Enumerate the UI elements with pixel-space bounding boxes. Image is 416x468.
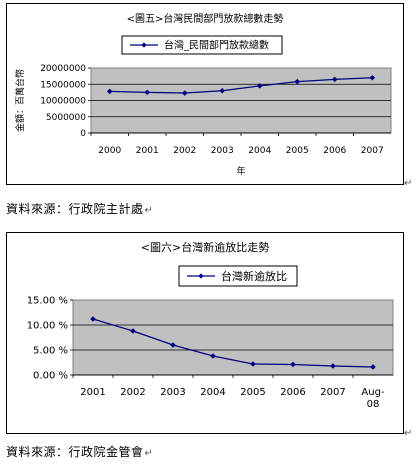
legend-marker xyxy=(198,273,204,279)
data-point xyxy=(181,90,188,96)
data-point xyxy=(369,74,376,81)
x-tick-label: 2003 xyxy=(160,387,185,398)
chart-title: <圖五>台灣民間部門放款總數走勢 xyxy=(127,12,284,25)
data-point xyxy=(330,363,336,369)
y-tick-label: 5.00 % xyxy=(33,346,68,357)
paragraph-mark: ↵ xyxy=(404,428,413,439)
y-axis-title: 金額：百萬台幣 xyxy=(14,69,26,132)
data-point xyxy=(370,364,376,370)
y-tick-label: 15000000 xyxy=(40,80,86,90)
source-note-1: 資料來源：行政院主計處↵ xyxy=(6,200,153,217)
paragraph-mark: ↵ xyxy=(144,205,154,216)
paragraph-mark: ↵ xyxy=(144,448,154,459)
x-tick-label: 2004 xyxy=(248,146,271,156)
x-tick-label: 2004 xyxy=(200,387,225,398)
chart-1: <圖五>台灣民間部門放款總數走勢台灣_民間部門放款總數 0 5000000 10000… xyxy=(6,3,404,185)
data-point xyxy=(294,78,301,85)
x-tick-label: 2005 xyxy=(240,387,265,398)
x-tick-label: 2006 xyxy=(280,387,305,398)
x-tick-label: 2000 xyxy=(98,146,121,156)
data-point xyxy=(106,88,113,95)
legend-label: 台灣新逾放比 xyxy=(221,269,287,283)
data-point xyxy=(90,316,96,322)
source-text-2: 資料來源：行政院金管會 xyxy=(6,445,144,459)
data-point xyxy=(144,89,151,96)
source-text-1: 資料來源：行政院主計處 xyxy=(6,202,144,216)
x-tick-label: 2001 xyxy=(80,387,105,398)
y-tick-label: 0 xyxy=(80,129,86,139)
legend-box xyxy=(178,265,298,287)
x-axis-title: 年 xyxy=(236,165,245,177)
x-tick-label: 2007 xyxy=(320,387,345,398)
data-point xyxy=(250,361,256,367)
x-tick-label: 2002 xyxy=(173,146,196,156)
data-point xyxy=(331,76,338,83)
data-point xyxy=(256,83,263,89)
source-note-2: 資料來源：行政院金管會↵ xyxy=(6,443,153,460)
y-tick-label: 15.00 % xyxy=(27,296,68,307)
paragraph-mark: ↵ xyxy=(404,178,413,189)
data-point xyxy=(219,87,226,94)
legend-marker xyxy=(141,42,147,48)
data-point xyxy=(210,353,216,359)
plot-area xyxy=(72,299,394,376)
legend-box xyxy=(121,35,283,55)
x-tick-label: 2001 xyxy=(136,146,159,156)
data-point xyxy=(170,342,176,348)
series-line xyxy=(92,318,374,368)
y-tick-label: 20000000 xyxy=(40,64,86,74)
y-tick-label: 0.00 % xyxy=(33,371,68,382)
x-tick-label: 2002 xyxy=(120,387,145,398)
chart-title: <圖六>台灣新逾放比走勢 xyxy=(141,240,269,254)
data-point xyxy=(130,328,136,334)
x-tick-label: Aug-08 xyxy=(361,387,385,410)
data-point xyxy=(290,361,296,368)
x-tick-label: 2006 xyxy=(323,146,346,156)
chart-2: <圖六>台灣新逾放比走勢台灣新逾放比 0.00 % 5.00 % 10.00 % 15.… xyxy=(6,232,404,434)
series-line xyxy=(109,77,373,94)
legend-label: 台灣_民間部門放款總數 xyxy=(164,39,269,52)
y-tick-label: 5000000 xyxy=(46,113,86,123)
y-tick-label: 10.00 % xyxy=(27,321,68,332)
x-tick-label: 2003 xyxy=(211,146,234,156)
y-tick-label: 10000000 xyxy=(40,97,86,107)
x-tick-label: 2005 xyxy=(286,146,309,156)
x-tick-label: 2007 xyxy=(361,146,384,156)
